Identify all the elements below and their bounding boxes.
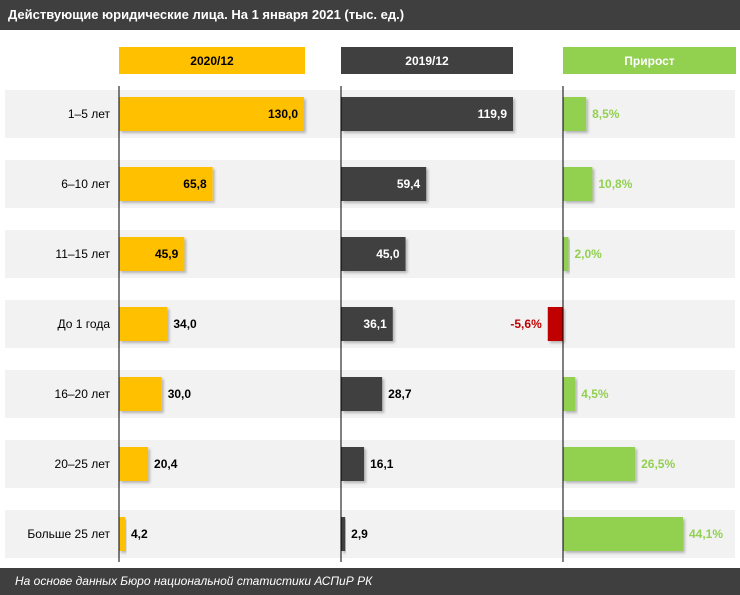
bar [341, 377, 383, 411]
bar [563, 167, 593, 201]
category-label: До 1 года [58, 317, 111, 331]
bar [341, 237, 406, 271]
bar [119, 167, 213, 201]
data-label: 59,4 [397, 177, 421, 191]
bar [341, 447, 365, 481]
data-label: 45,9 [155, 247, 179, 261]
bar [341, 167, 427, 201]
bar [563, 517, 683, 551]
source-note: На основе данных Бюро национальной стати… [15, 574, 373, 588]
bar [563, 97, 587, 131]
category-label: 16–20 лет [55, 387, 111, 401]
bar [563, 237, 569, 271]
bar [341, 97, 513, 131]
bar [119, 237, 185, 271]
bar [341, 517, 346, 551]
footer-bar: На основе данных Бюро национальной стати… [0, 568, 740, 595]
column-header-label: 2020/12 [190, 54, 234, 68]
data-label: 8,5% [592, 107, 620, 121]
column-header [563, 47, 736, 74]
data-label: 130,0 [268, 107, 298, 121]
category-label: 6–10 лет [61, 177, 110, 191]
bar [119, 97, 304, 131]
data-label: 28,7 [388, 387, 412, 401]
category-label: 20–25 лет [55, 457, 111, 471]
data-label: 45,0 [376, 247, 400, 261]
data-label: 20,4 [154, 457, 178, 471]
chart-title: Действующие юридические лица. На 1 январ… [8, 7, 405, 22]
data-label: 16,1 [370, 457, 394, 471]
category-label: Больше 25 лет [27, 527, 110, 541]
bar [563, 447, 636, 481]
data-label: 2,9 [351, 527, 368, 541]
data-label: 36,1 [363, 317, 387, 331]
bar [563, 377, 576, 411]
data-label: -5,6% [510, 317, 542, 331]
title-bar: Действующие юридические лица. На 1 январ… [0, 0, 740, 30]
bar [119, 377, 162, 411]
category-label: 11–15 лет [55, 247, 110, 261]
data-label: 65,8 [183, 177, 207, 191]
data-label: 4,5% [581, 387, 609, 401]
bar [119, 517, 125, 551]
bar [547, 307, 563, 341]
category-label: 1–5 лет [68, 107, 111, 121]
column-header [119, 47, 305, 74]
data-label: 2,0% [574, 247, 602, 261]
column-header [341, 47, 513, 74]
bar [341, 307, 393, 341]
data-label: 44,1% [689, 527, 723, 541]
column-header-label: Прирост [624, 54, 675, 68]
data-label: 34,0 [173, 317, 197, 331]
data-label: 26,5% [641, 457, 675, 471]
data-label: 10,8% [598, 177, 632, 191]
bar [119, 307, 168, 341]
data-label: 119,9 [478, 107, 508, 121]
column-header-label: 2019/12 [405, 54, 449, 68]
data-label: 4,2 [131, 527, 148, 541]
bar [119, 447, 149, 481]
data-label: 30,0 [168, 387, 192, 401]
